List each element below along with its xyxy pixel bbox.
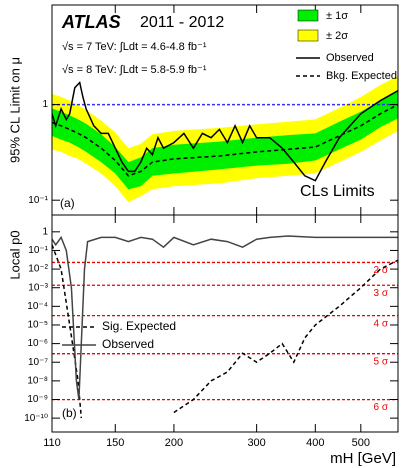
- y-tick-label: 10⁻⁵: [27, 320, 48, 331]
- y-tick-label: 10⁻²: [28, 264, 48, 275]
- sigma-label: 3 σ: [373, 288, 388, 299]
- legend-swatch: [297, 29, 319, 42]
- sigma-label: 4 σ: [373, 318, 388, 329]
- sigma-label: 5 σ: [373, 356, 388, 367]
- x-tick-label: 400: [306, 437, 324, 449]
- x-tick-label: 150: [106, 437, 124, 449]
- sigma-label: 2 σ: [373, 265, 388, 276]
- y-tick-label: 10⁻¹: [28, 195, 48, 206]
- x-tick-label: 110: [43, 437, 61, 449]
- y-tick-label: 10⁻¹⁰: [24, 413, 48, 424]
- y-tick-label: 10⁻⁴: [27, 301, 48, 312]
- panel-a: [52, 75, 398, 203]
- x-tick-label: 500: [352, 437, 370, 449]
- frame-b: [51, 214, 399, 433]
- legend-label: Bkg. Expected: [326, 70, 397, 82]
- cls-label: CLs Limits: [300, 183, 375, 200]
- y-tick-label: 10⁻⁶: [27, 338, 48, 349]
- y-tick-label: 10⁻³: [28, 282, 48, 293]
- legend-label: Sig. Expected: [102, 319, 176, 333]
- panel-label: (b): [62, 406, 77, 420]
- x-axis-title: mH [GeV]: [330, 450, 396, 467]
- legend-label: Observed: [102, 337, 154, 351]
- subtitle: 2011 - 2012: [140, 14, 224, 31]
- atlas-label: ATLAS: [61, 12, 121, 32]
- series-line: [52, 103, 398, 177]
- energy-7: √s = 7 TeV: ∫Ldt = 4.6-4.8 fb⁻¹: [62, 41, 207, 53]
- y-tick-label: 10⁻¹: [28, 245, 48, 256]
- y-tick-label: 1: [42, 99, 48, 110]
- y-tick-label: 1: [42, 226, 48, 237]
- sigma-label: 6 σ: [373, 402, 388, 413]
- x-tick-label: 200: [165, 437, 183, 449]
- y-tick-label: 10⁻⁷: [28, 357, 48, 368]
- legend-label: Observed: [326, 52, 374, 64]
- energy-8: √s = 8 TeV: ∫Ldt = 5.8-5.9 fb⁻¹: [62, 64, 207, 76]
- series-line: [52, 80, 398, 182]
- legend-label: ± 2σ: [326, 30, 348, 42]
- series-line: [52, 244, 398, 419]
- y-axis-title: Local p0: [7, 230, 22, 279]
- y-tick-label: 10⁻⁸: [27, 376, 48, 387]
- overlay: 10⁻¹ 1 ± 1σ ± 2σ Observed Bkg. Expected 2 σ 3 σ…: [24, 5, 398, 449]
- panel-b: [52, 235, 398, 419]
- y-tick-label: 10⁻⁹: [27, 394, 48, 405]
- panel-label: (a): [60, 196, 75, 210]
- y-axis-title: 95% CL Limit on μ: [7, 57, 22, 163]
- legend-swatch: [297, 9, 319, 22]
- x-tick-label: 300: [247, 437, 265, 449]
- legend-label: ± 1σ: [326, 10, 348, 22]
- series-line: [52, 235, 398, 400]
